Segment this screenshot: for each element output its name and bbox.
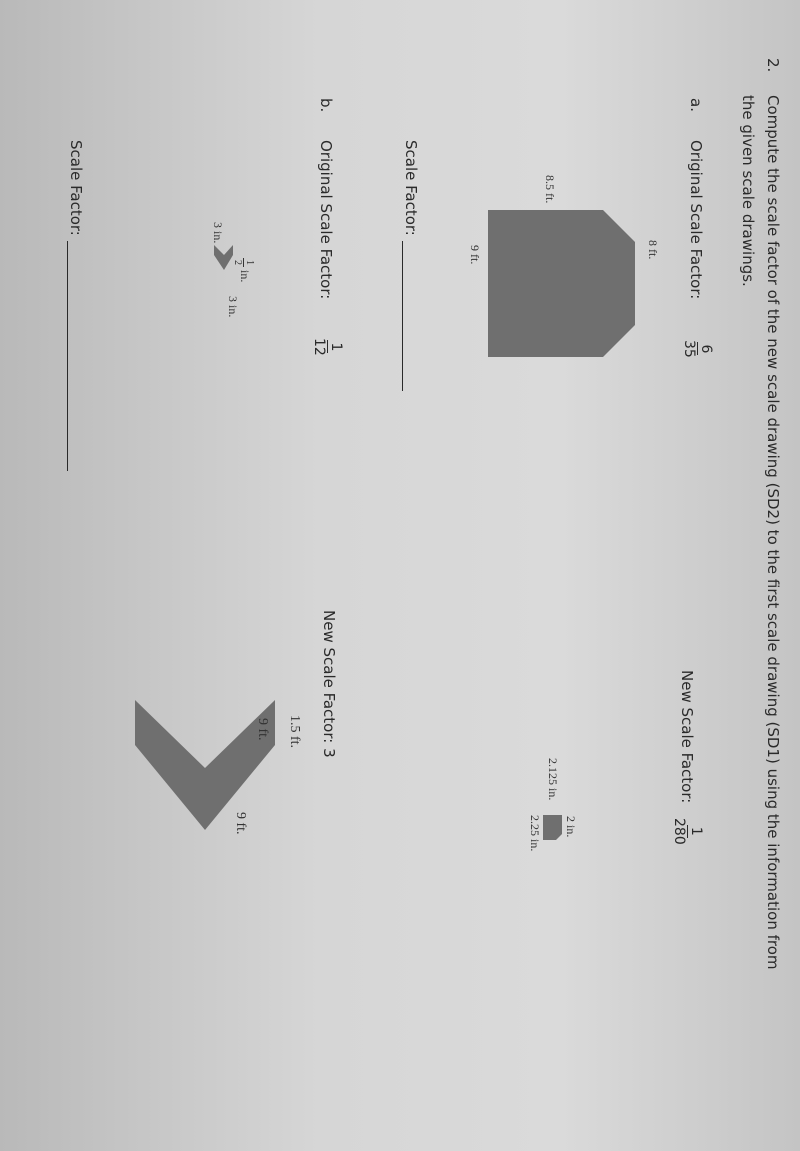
answer-blank [67, 240, 68, 471]
shape-b2 [135, 700, 275, 830]
denominator: 12 [311, 338, 327, 356]
numerator: 1 [243, 258, 255, 267]
dimension: 2.125 in. [546, 758, 560, 801]
answer-label: Scale Factor: [402, 140, 420, 391]
dimension: 9 ft. [233, 812, 248, 835]
fraction: 1 12 [311, 338, 344, 356]
denominator: 2 [232, 260, 243, 265]
dimension: 8.5 ft. [543, 175, 557, 204]
answer-label: Scale Factor: [67, 140, 85, 471]
answer-blank [402, 240, 403, 391]
shape-a2 [543, 815, 562, 840]
label: New Scale Factor: 3 [320, 610, 338, 758]
dimension: 2.25 in. [528, 815, 542, 852]
label: Original Scale Factor: [317, 140, 335, 300]
shape-b1 [214, 245, 233, 270]
dimension: 2 in. [564, 816, 578, 838]
label: Scale Factor: [67, 140, 85, 236]
unit: in. [237, 270, 252, 283]
numerator: 1 [327, 340, 344, 354]
dimension: 8 ft. [646, 240, 660, 260]
dimension: 9 ft. [468, 245, 482, 265]
dimension: 9 ft. [255, 718, 270, 741]
dimension: 3 in. [211, 222, 225, 244]
shape-a1 [488, 210, 635, 357]
part-letter: b. [317, 98, 335, 113]
label: Scale Factor: [402, 140, 420, 236]
dimension: 1.5 ft. [287, 715, 302, 749]
dimension: 3 in. [226, 296, 240, 318]
